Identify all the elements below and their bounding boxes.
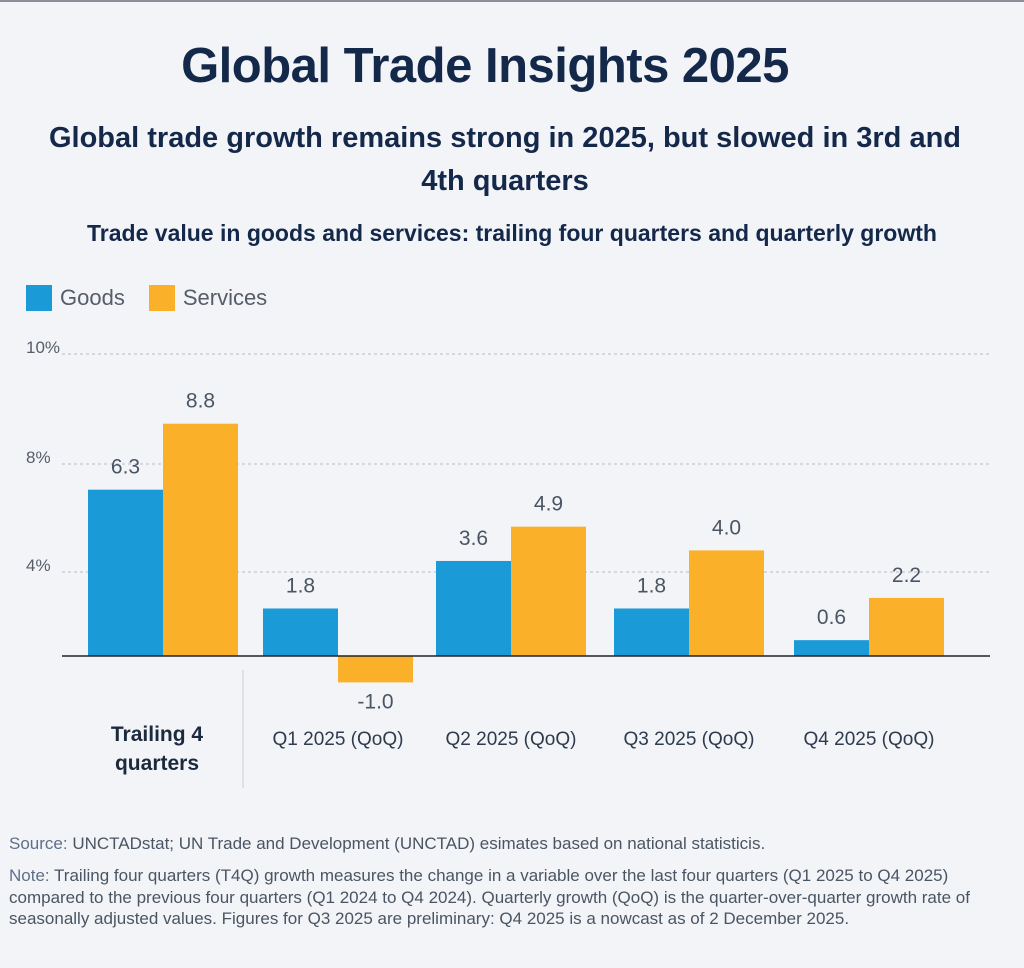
page-subtitle: Global trade growth remains strong in 20… (48, 122, 962, 197)
source-body: UNCTADstat; UN Trade and Development (UN… (67, 834, 766, 853)
data-label: 1.8 (637, 574, 666, 597)
x-tick-label: Q4 2025 (QoQ) (804, 729, 935, 750)
bar-goods (794, 640, 869, 656)
legend-swatch-services (148, 285, 175, 311)
data-label: 4.9 (534, 493, 563, 516)
x-tick-label: Q2 2025 (QoQ) (446, 729, 577, 750)
bar-chart: 10% 8% 4% 6.3 1.8 3.6 1.8 0.6 8.8 -1.0 4.9 4.0 2.2 Tr… (26, 338, 990, 788)
bar-services (338, 656, 413, 683)
data-label: -1.0 (357, 690, 393, 713)
bar-services (163, 423, 238, 656)
bar-goods (614, 608, 689, 656)
x-tick-label: Q1 2025 (QoQ) (273, 729, 404, 750)
data-label: 1.8 (286, 574, 315, 597)
data-label: 0.6 (817, 606, 846, 629)
top-border (0, 0, 1024, 2)
chart-legend: Goods Services (26, 285, 291, 311)
bar-services (689, 550, 764, 656)
x-tick-label: quarters (115, 752, 199, 775)
chart-title: Trade value in goods and services: trail… (87, 220, 937, 246)
source-text: Source: UNCTADstat; UN Trade and Develop… (9, 834, 1009, 854)
y-tick-label: 10% (26, 338, 60, 357)
legend-swatch-goods (26, 285, 52, 311)
bar-goods (436, 560, 511, 656)
source-label: Source: (9, 834, 68, 853)
bar-goods (88, 489, 163, 656)
page-title: Global Trade Insights 2025 (181, 39, 789, 93)
x-tick-label: Q3 2025 (QoQ) (624, 729, 755, 750)
legend-item-goods: Goods (26, 285, 125, 311)
legend-item-services: Services (148, 285, 268, 311)
bar-services (869, 597, 944, 656)
legend-label-services: Services (182, 285, 268, 310)
data-label: 6.3 (111, 456, 140, 479)
data-label: 2.2 (892, 564, 921, 587)
x-tick-label: Trailing 4 (111, 723, 204, 746)
note-body: Trailing four quarters (T4Q) growth meas… (9, 866, 970, 928)
data-label: 8.8 (186, 390, 215, 413)
legend-label-goods: Goods (60, 285, 125, 310)
note-label: Note: (9, 866, 50, 885)
bar-goods (263, 608, 338, 656)
note-text: Note: Trailing four quarters (T4Q) growt… (9, 865, 1009, 930)
data-label: 4.0 (712, 516, 741, 539)
bar-services (511, 526, 586, 656)
y-tick-label: 4% (26, 556, 51, 575)
y-tick-label: 8% (26, 448, 51, 467)
data-label: 3.6 (459, 527, 488, 550)
